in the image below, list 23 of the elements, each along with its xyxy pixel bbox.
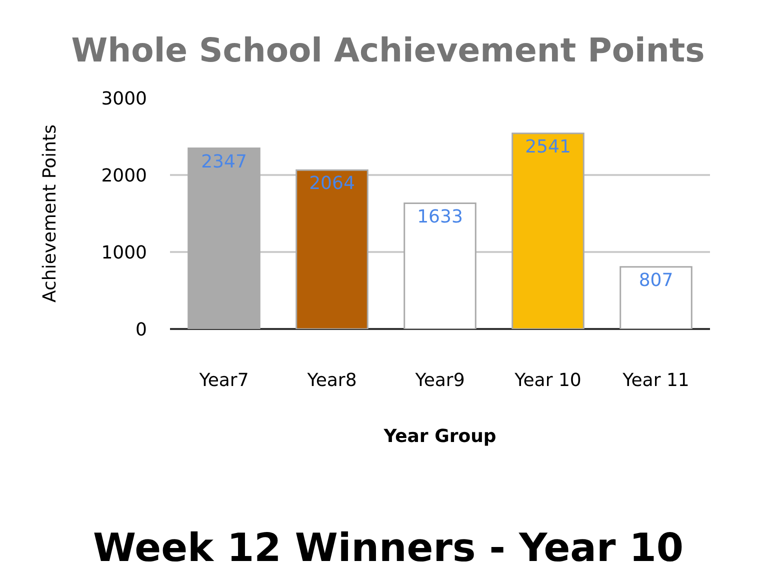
bar <box>188 148 260 329</box>
x-tick-label: Year8 <box>306 370 357 391</box>
x-tick-label: Year 11 <box>622 370 690 391</box>
data-label: 2064 <box>309 173 355 194</box>
bar <box>620 266 692 329</box>
y-axis-title: Achievement Points <box>39 124 60 302</box>
y-tick-label: 0 <box>136 319 147 340</box>
bar <box>512 132 584 329</box>
text: Week 12 Winners - Year 10 <box>93 526 684 571</box>
data-label: 807 <box>638 270 674 291</box>
data-label: 2347 <box>201 151 247 172</box>
chart-title: Whole School Achievement Points <box>71 30 705 70</box>
data-label: 2541 <box>525 136 571 158</box>
x-axis-title: Year Group <box>382 426 496 448</box>
bar <box>296 169 368 329</box>
y-tick-label: 2000 <box>101 165 147 186</box>
y-tick-label: 1000 <box>101 242 147 264</box>
bar <box>404 202 476 329</box>
x-tick-label: Year7 <box>198 370 249 391</box>
y-tick-label: 3000 <box>101 88 147 110</box>
data-label: 1633 <box>417 206 463 228</box>
x-tick-label: Year 10 <box>514 370 582 391</box>
x-tick-label: Year9 <box>414 370 465 391</box>
